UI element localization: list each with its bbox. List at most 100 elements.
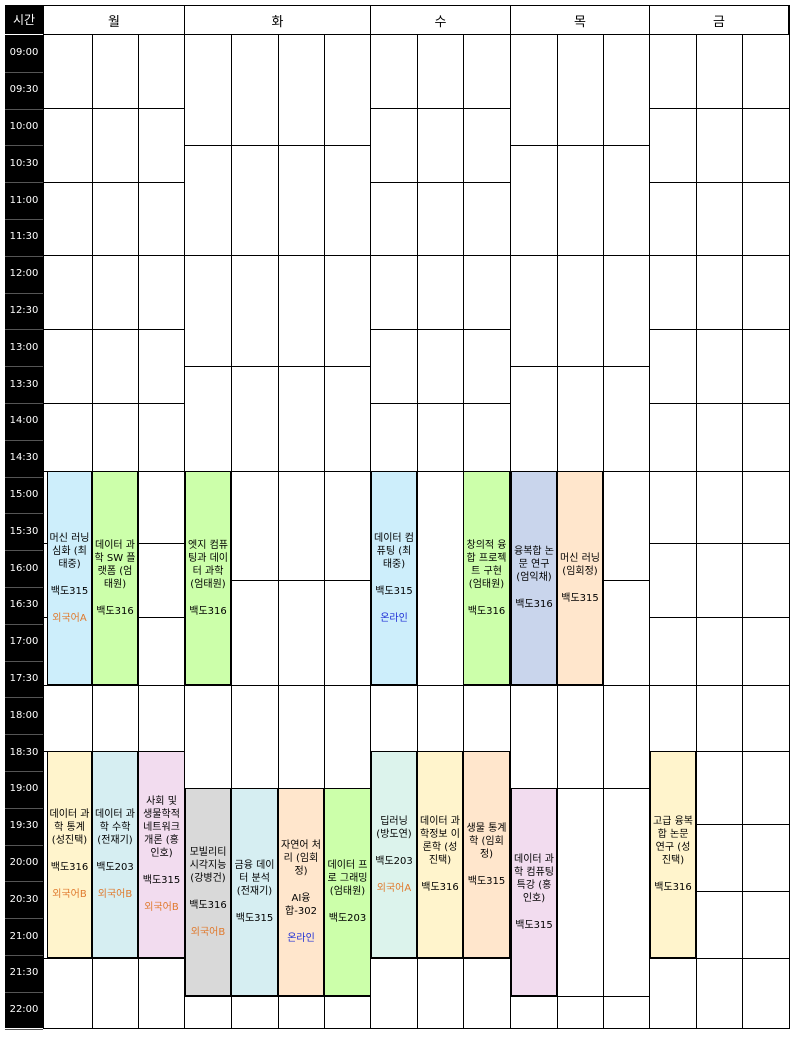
row-line [649,182,790,183]
row-line [43,329,92,330]
time-separator [5,255,43,257]
time-separator [5,771,43,772]
course-room: 백도203 [375,855,413,867]
time-column [5,5,43,1028]
course-room: 백도316 [654,882,692,893]
course-mon-ds-sw[interactable]: 데이터 과학 SW 플랫폼 (엄태원) 백도316 [92,471,138,685]
course-mon-network[interactable]: 사회 및 생물학적 네트워크 개론 (홍인호) 백도315 외국어B [138,751,185,958]
time-separator [5,71,43,73]
course-wed-dc[interactable]: 데이터 컴퓨팅 (최태중) 백도315 온라인 [371,471,417,685]
course-note: 외국어B [144,902,179,913]
row-line [649,543,790,544]
row-line [370,182,511,183]
row-line [43,685,92,686]
row-line [649,751,790,752]
time-separator [5,844,43,846]
course-note: 외국어B [52,889,87,900]
timetable: 시간 09:00 09:30 10:00 10:30 11:00 11:30 12:00 12… [5,5,790,1030]
course-mon-ml[interactable]: 머신 러닝 심화 (최태중) 백도315 외국어A [47,471,92,685]
course-title: 머신 러닝 심화 (최태중) [49,532,90,570]
course-tue-mobility[interactable]: 모빌리티 시각지능 (강병건) 백도316 외국어B [185,788,231,996]
row-line [92,108,138,109]
course-note: 외국어B [97,889,133,900]
row-line [370,329,511,330]
course-thu-thesis[interactable]: 융복합 논문 연구 (엄익채) 백도316 [511,471,557,685]
course-wed-biostat[interactable]: 생물 통계학 (임회정) 백도315 [463,751,510,958]
course-title: 엣지 컴퓨팅과 데이터 과학 (엄태원) [188,539,228,590]
course-room: 백도316 [515,599,553,610]
course-title: 머신 러닝 (임회정) [560,552,600,577]
time-label: 18:00 [9,709,39,721]
day-header-thu: 목 [510,5,650,35]
time-label: 09:00 [9,47,39,59]
column-line [138,35,139,1028]
row-line [649,403,790,404]
row-line [138,329,184,330]
course-mon-math[interactable]: 데이터 과학 수학 (전재기) 백도203 외국어B [92,751,138,958]
course-room: 백도316 [50,862,89,873]
course-tue-programming[interactable]: 데이터 프로 그래밍 (엄태원) 백도203 [324,788,371,996]
course-mon-stat[interactable]: 데이터 과학 통계 (성진택) 백도316 외국어B [47,751,92,958]
course-wed-info[interactable]: 데이터 과학정보 이론학 (성진택) 백도316 [417,751,463,958]
row-line [184,366,371,367]
course-room: 백도316 [421,882,459,893]
row-line [92,685,138,686]
row-line [510,145,650,146]
course-thu-ml[interactable]: 머신 러닝 (임회정) 백도315 [557,471,603,685]
course-title: 사회 및 생물학적 네트워크 개론 (홍인호) [143,796,180,859]
row-line [138,543,184,544]
course-fri-thesis[interactable]: 고급 융복합 논문 연구 (성진택) 백도316 [650,751,696,958]
course-room: 백도315 [375,585,413,597]
row-line [649,958,790,959]
day-header-mon: 월 [43,5,185,35]
time-label: 10:30 [9,157,39,169]
row-line [138,617,184,618]
course-tue-finance[interactable]: 금융 데이터 분석 (전재기) 백도315 [231,788,278,996]
time-separator [5,881,43,883]
row-line [370,958,511,959]
day-header-tue: 화 [184,5,371,35]
row-line [138,403,184,404]
course-room: 백도315 [50,585,89,597]
time-label: 21:00 [9,930,39,942]
course-thu-special[interactable]: 데이터 과학 컴퓨팅 특강 (홍인호) 백도315 [511,788,557,996]
course-note: 외국어B [190,926,226,938]
column-line [603,35,604,1028]
time-label: 17:00 [9,636,39,648]
time-separator [5,366,43,368]
column-line [184,35,185,1028]
row-line [370,255,511,256]
course-tue-nlp[interactable]: 자연어 처리 (임회정) AI융합-302 온라인 [278,788,324,996]
time-label: 17:30 [9,673,39,684]
row-line [649,685,790,686]
time-separator [5,623,43,625]
column-line [43,35,44,1028]
course-wed-creative[interactable]: 창의적 융합 프로젝트 구현 (엄태원) 백도316 [463,471,510,685]
time-label: 22:00 [9,1004,39,1016]
column-line [370,35,371,1028]
time-separator [5,734,43,736]
row-line [370,685,511,686]
row-line [92,403,138,404]
course-title: 데이터 컴퓨팅 (최태중) [374,532,414,570]
time-label: 10:00 [9,121,39,132]
frame-top [43,5,789,6]
time-label: 12:30 [9,305,39,316]
course-note: 외국어A [52,612,87,624]
time-separator [5,403,43,404]
time-separator [5,329,43,331]
row-line [43,403,92,404]
time-separator [5,1028,43,1030]
time-label: 16:30 [9,599,39,611]
course-title: 창의적 융합 프로젝트 구현 (엄태원) [466,539,507,590]
column-line [742,35,743,1028]
row-line [184,255,371,256]
time-label: 15:00 [9,489,39,500]
course-tue-edge[interactable]: 엣지 컴퓨팅과 데이터 과학 (엄태원) 백도316 [185,471,231,685]
frame-right [789,5,790,1029]
course-wed-dl[interactable]: 딥러닝 (방도연) 백도203 외국어A [371,751,417,958]
course-title: 데이터 과학 컴퓨팅 특강 (홍인호) [514,853,554,904]
course-title: 모빌리티 시각지능 (강병건) [189,846,227,884]
column-line [231,35,232,1028]
time-separator [5,587,43,588]
